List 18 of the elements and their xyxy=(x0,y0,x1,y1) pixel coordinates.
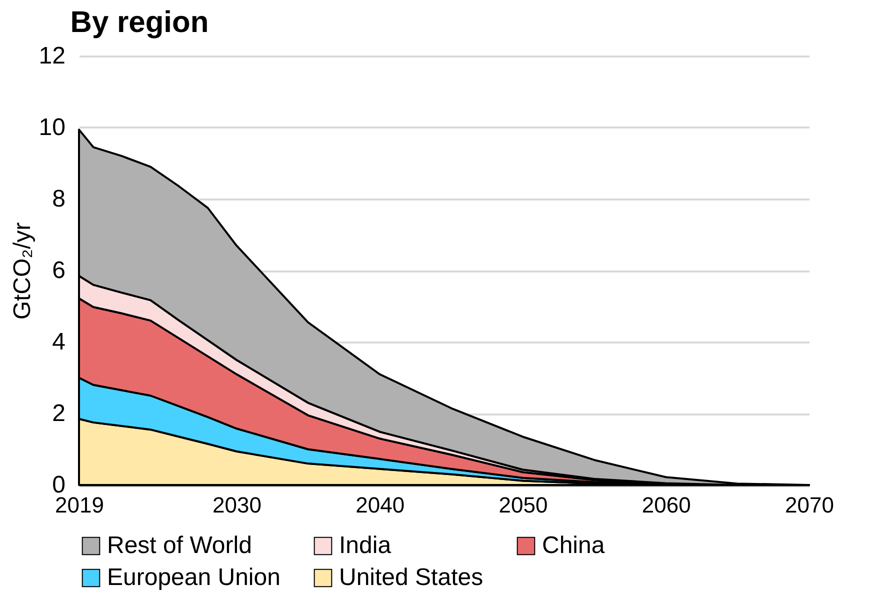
legend-label: Rest of World xyxy=(107,532,252,559)
x-tick-label: 2030 xyxy=(212,492,262,518)
legend-label: India xyxy=(339,532,392,559)
x-tick-label: 2070 xyxy=(785,492,834,518)
legend-label: European Union xyxy=(107,564,280,591)
y-tick-label: 2 xyxy=(52,400,66,427)
x-tick-label: 2050 xyxy=(498,492,548,518)
chart-title: By region xyxy=(70,6,209,39)
y-axis-title: GtCO₂/yr xyxy=(8,222,36,320)
y-tick-label: 10 xyxy=(38,114,66,141)
y-tick-label: 4 xyxy=(52,328,66,356)
x-tick-label: 2040 xyxy=(356,492,405,518)
legend-label: United States xyxy=(339,564,484,591)
y-tick-label: 12 xyxy=(38,42,66,70)
legend-label: China xyxy=(542,532,606,559)
y-tick-label: 6 xyxy=(52,257,66,284)
y-tick-label: 8 xyxy=(52,186,66,212)
x-tick-label: 2060 xyxy=(642,492,691,518)
